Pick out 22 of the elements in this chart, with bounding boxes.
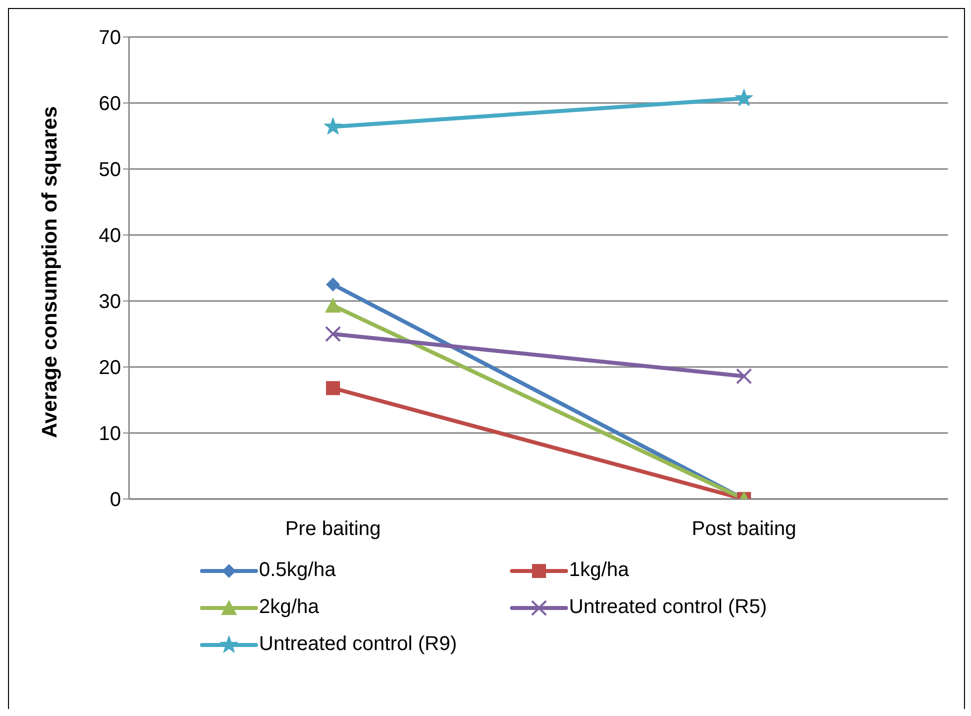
legend-label: 1kg/ha	[569, 559, 630, 582]
point	[324, 117, 342, 134]
point	[735, 88, 753, 106]
y-tick-label: 40	[98, 225, 121, 248]
y-tick-label: 50	[98, 159, 121, 182]
x-tick-label: Post baiting	[692, 518, 796, 540]
legend-label: 0.5kg/ha	[259, 559, 336, 582]
y-axis-title: Average consumption of squares	[38, 106, 62, 438]
y-tick-label: 20	[98, 357, 121, 380]
point	[326, 278, 340, 292]
legend-label: 2kg/ha	[259, 596, 320, 619]
point	[326, 381, 340, 396]
x-tick-label: Pre baiting	[285, 518, 381, 540]
legend-label: Untreated control (R9)	[259, 633, 457, 656]
legend-label: Untreated control (R5)	[569, 596, 767, 619]
y-tick-label: 70	[98, 27, 121, 50]
y-tick-label: 30	[98, 291, 121, 314]
point	[325, 326, 341, 342]
point	[736, 368, 752, 384]
y-tick-label: 60	[98, 93, 121, 116]
y-tick-label: 10	[98, 423, 121, 446]
y-tick-label: 0	[110, 489, 121, 512]
